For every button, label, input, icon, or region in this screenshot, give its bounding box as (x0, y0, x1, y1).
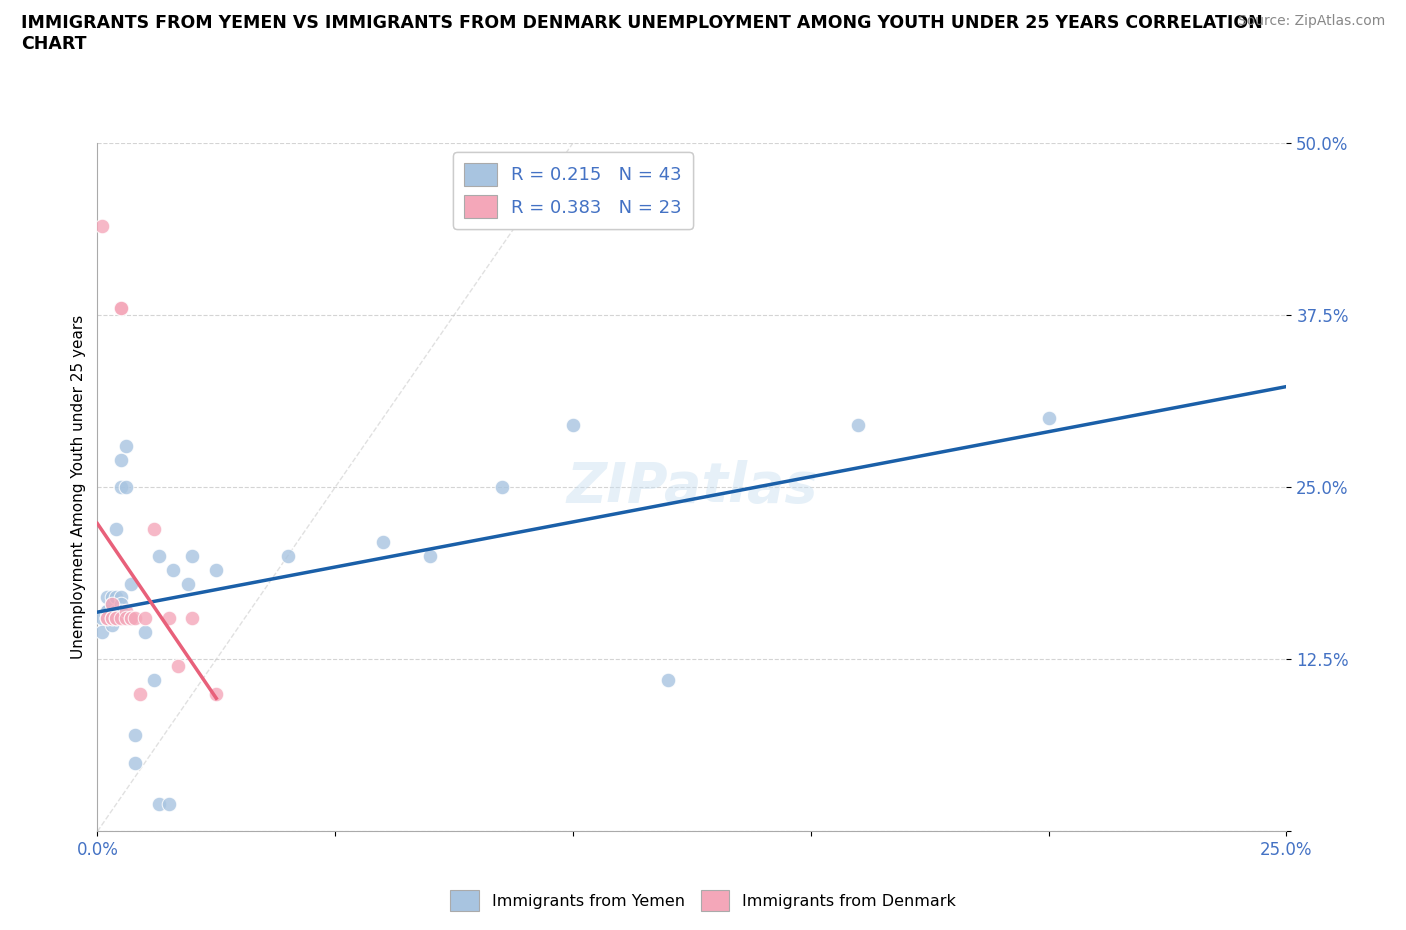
Point (657, 672, 679, 687)
Point (110, 590, 132, 604)
Point (120, 577, 142, 591)
Point (115, 438, 138, 453)
Point (115, 604, 138, 618)
Point (205, 563, 228, 578)
Point (110, 611, 132, 626)
Point (134, 624, 156, 639)
Point (848, 418, 870, 432)
Point (181, 611, 204, 626)
Point (110, 300, 132, 315)
Point (115, 480, 138, 495)
Point (91, 219, 114, 233)
Point (115, 611, 138, 626)
Point (177, 577, 200, 591)
Point (277, 549, 299, 564)
Point (1038, 411, 1060, 426)
Point (120, 611, 142, 626)
Text: Source: ZipAtlas.com: Source: ZipAtlas.com (1237, 14, 1385, 28)
Point (157, 796, 180, 811)
Point (96, 611, 118, 626)
Point (129, 686, 152, 701)
Point (120, 611, 142, 626)
Point (148, 796, 170, 811)
Point (419, 549, 441, 564)
Point (100, 590, 122, 604)
Point (181, 549, 204, 564)
Point (91, 611, 114, 626)
Point (91, 624, 114, 639)
Legend: Immigrants from Yemen, Immigrants from Denmark: Immigrants from Yemen, Immigrants from D… (444, 884, 962, 917)
Point (562, 418, 585, 432)
Point (105, 611, 128, 626)
Point (134, 611, 156, 626)
Y-axis label: Unemployment Among Youth under 25 years: Unemployment Among Youth under 25 years (72, 315, 86, 659)
Point (105, 590, 128, 604)
Point (157, 611, 180, 626)
Point (100, 611, 122, 626)
Point (105, 604, 128, 618)
Point (96, 604, 118, 618)
Point (124, 727, 146, 742)
Point (100, 611, 122, 626)
Point (105, 611, 128, 626)
Point (110, 300, 132, 315)
Point (100, 611, 122, 626)
Text: IMMIGRANTS FROM YEMEN VS IMMIGRANTS FROM DENMARK UNEMPLOYMENT AMONG YOUTH UNDER : IMMIGRANTS FROM YEMEN VS IMMIGRANTS FROM… (21, 14, 1263, 53)
Point (124, 611, 146, 626)
Point (491, 480, 513, 495)
Point (148, 549, 170, 564)
Point (110, 480, 132, 495)
Point (96, 611, 118, 626)
Point (205, 686, 228, 701)
Point (110, 452, 132, 467)
Point (100, 597, 122, 612)
Point (371, 535, 394, 550)
Point (167, 658, 190, 673)
Point (96, 611, 118, 626)
Point (110, 597, 132, 612)
Point (96, 590, 118, 604)
Point (124, 755, 146, 770)
Legend: R = 0.215   N = 43, R = 0.383   N = 23: R = 0.215 N = 43, R = 0.383 N = 23 (453, 152, 693, 229)
Point (143, 672, 166, 687)
Point (100, 618, 122, 632)
Text: ZIPatlas: ZIPatlas (567, 460, 818, 514)
Point (110, 604, 132, 618)
Point (105, 611, 128, 626)
Point (162, 563, 184, 578)
Point (120, 611, 142, 626)
Point (143, 521, 166, 536)
Point (100, 597, 122, 612)
Point (105, 521, 128, 536)
Point (100, 611, 122, 626)
Point (96, 604, 118, 618)
